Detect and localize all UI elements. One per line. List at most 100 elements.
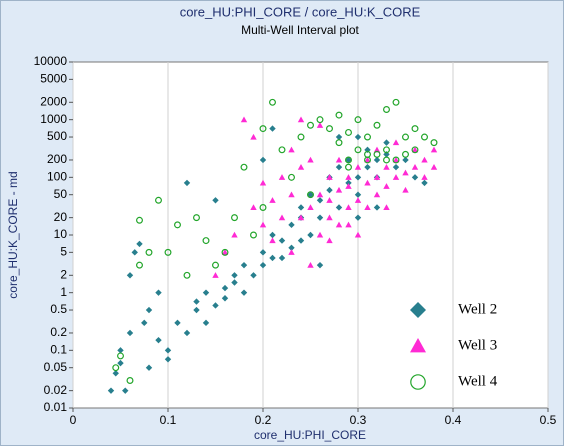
circle-marker — [421, 133, 428, 141]
triangle-marker — [259, 179, 267, 186]
diamond-marker — [155, 289, 162, 296]
triangle-marker — [354, 231, 362, 238]
y-tick-label: 500 — [47, 129, 67, 143]
circle-marker — [345, 156, 352, 164]
diamond-marker — [335, 204, 343, 211]
y-tick-label: 0.01 — [44, 400, 68, 414]
triangle-marker — [316, 122, 324, 128]
circle-marker — [250, 231, 257, 239]
legend-label: Well 4 — [458, 373, 498, 389]
triangle-marker — [326, 237, 333, 244]
circle-marker — [269, 98, 276, 106]
diamond-marker — [354, 174, 362, 181]
diamond-marker — [221, 295, 229, 302]
triangle-marker — [221, 249, 229, 255]
y-tick-label: 0.5 — [50, 302, 67, 316]
triangle-marker — [410, 338, 426, 353]
circle-marker — [240, 163, 248, 171]
circle-marker — [288, 173, 295, 181]
diamond-marker — [402, 156, 409, 164]
circle-marker — [430, 139, 438, 147]
diamond-marker — [269, 125, 276, 132]
y-tick-label: 20 — [54, 210, 68, 224]
triangle-marker — [269, 197, 276, 203]
triangle-marker — [335, 156, 343, 163]
triangle-marker — [335, 186, 343, 193]
diamond-marker — [250, 272, 257, 279]
triangle-marker — [411, 146, 419, 153]
y-tick-label: 50 — [54, 187, 68, 201]
triangle-marker — [430, 146, 438, 153]
diamond-marker — [202, 289, 210, 296]
y-axis-label: core_HU:K_CORE - md — [6, 171, 20, 298]
circle-marker — [383, 106, 390, 113]
x-tick-label: 0.3 — [350, 413, 367, 427]
y-tick-label: 10 — [54, 227, 68, 241]
triangle-marker — [240, 116, 248, 123]
triangle-marker — [326, 214, 333, 221]
legend-label: Well 3 — [458, 337, 497, 353]
diamond-marker — [326, 186, 333, 194]
diamond-marker — [345, 179, 352, 187]
diamond-marker — [392, 163, 400, 171]
y-tick-label: 5000 — [40, 72, 67, 86]
circle-marker — [202, 237, 210, 245]
circle-marker — [259, 125, 267, 133]
diamond-marker — [117, 347, 124, 354]
triangle-marker — [345, 221, 352, 228]
x-axis-label: core_HU:PHI_CORE — [254, 428, 366, 442]
circle-marker — [316, 116, 324, 124]
x-tick-label: 0.4 — [445, 413, 462, 427]
diamond-marker — [288, 244, 295, 251]
circle-marker — [364, 133, 371, 141]
diamond-marker — [278, 254, 286, 262]
y-tick-label: 0.05 — [44, 360, 68, 374]
diamond-marker — [126, 329, 134, 337]
diamond-marker — [131, 249, 138, 256]
diamond-marker — [297, 237, 305, 244]
diamond-marker — [269, 254, 276, 262]
chart-title: core_HU:PHI_CORE / core_HU:K_CORE — [180, 4, 421, 19]
diamond-marker — [212, 197, 219, 204]
marks — [107, 98, 438, 394]
y-tick-label: 1 — [60, 285, 67, 299]
circle-marker — [354, 116, 362, 124]
circle-marker — [345, 163, 352, 171]
circle-marker — [364, 150, 371, 158]
triangle-marker — [316, 191, 324, 198]
triangle-marker — [250, 204, 257, 211]
circle-marker — [212, 261, 219, 269]
triangle-marker — [383, 183, 390, 189]
triangle-marker — [345, 183, 352, 189]
diamond-marker — [164, 356, 172, 363]
circle-marker — [354, 146, 362, 154]
triangle-marker — [316, 231, 324, 238]
diamond-marker — [373, 156, 381, 164]
diamond-marker — [364, 163, 371, 171]
triangle-marker — [421, 174, 428, 180]
triangle-marker — [278, 174, 286, 180]
x-tick-label: 0.5 — [540, 413, 557, 427]
triangle-marker — [345, 174, 352, 180]
triangle-marker — [364, 156, 371, 163]
legend-label: Well 2 — [458, 301, 497, 317]
diamond-marker — [164, 347, 172, 354]
diamond-marker — [297, 204, 305, 211]
diamond-marker — [373, 204, 381, 211]
triangle-marker — [288, 191, 295, 198]
circle-marker — [402, 133, 409, 141]
circle-marker — [231, 214, 238, 222]
x-tick-label: 0.2 — [255, 413, 272, 427]
diamond-marker — [202, 319, 210, 327]
circle-marker — [221, 248, 229, 256]
circle-marker — [411, 125, 419, 133]
triangle-marker — [269, 237, 276, 244]
diamond-marker — [240, 261, 248, 269]
y-tick-label: 1000 — [40, 112, 67, 126]
circle-marker — [136, 261, 143, 269]
circle-marker — [383, 156, 390, 164]
diamond-marker — [212, 302, 219, 309]
legend: Well 2 Well 3 Well 4 — [410, 301, 498, 390]
diamond-marker — [240, 289, 248, 296]
